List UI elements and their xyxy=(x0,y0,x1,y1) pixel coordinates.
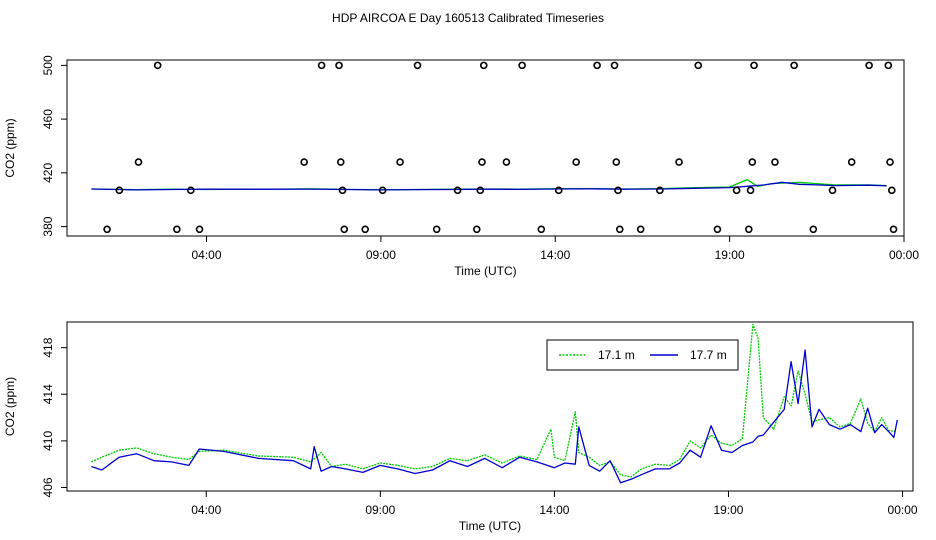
calibration-point xyxy=(336,158,345,166)
y-tick-label: 410 xyxy=(41,431,55,451)
calibration-point xyxy=(537,225,546,234)
calibration-point xyxy=(828,186,837,195)
calibration-point xyxy=(675,158,683,166)
x-tick-label: 04:00 xyxy=(191,503,221,517)
calibration-point xyxy=(865,61,873,70)
x-tick-label: 04:00 xyxy=(191,248,221,262)
legend: 17.1 m 17.7 m xyxy=(546,339,739,371)
x-axis-label-top: Time (UTC) xyxy=(454,264,516,278)
x-tick-label: 00:00 xyxy=(889,248,919,262)
calibration-point xyxy=(610,61,619,70)
panel-bottom: 04:00 09:00 14:00 19:00 00:00 406 410 414 418 T… xyxy=(3,321,918,533)
calibration-point xyxy=(173,225,181,234)
y-axis-label-top: CO2 (ppm) xyxy=(3,118,17,177)
x-axis-label-bottom: Time (UTC) xyxy=(459,519,521,533)
panel-top: 04:00 09:00 14:00 19:00 00:00 380 420 460 500 T… xyxy=(3,55,919,278)
legend-label-17-1m: 17.1 m xyxy=(598,348,635,362)
calibration-point xyxy=(195,225,204,234)
x-tick-label: 09:00 xyxy=(365,503,395,517)
y-tick-label: 406 xyxy=(41,477,55,497)
series-line-17-7-m xyxy=(91,181,887,191)
series-lines-top xyxy=(91,178,887,191)
calibration-point xyxy=(478,158,486,166)
calibration-point xyxy=(432,225,441,234)
y-tick-label: 420 xyxy=(41,163,55,183)
calibration-point xyxy=(614,186,622,195)
calibration-points xyxy=(103,61,898,234)
calibration-point xyxy=(694,61,703,70)
calibration-point xyxy=(656,186,664,195)
calibration-point xyxy=(745,225,753,234)
calibration-point xyxy=(746,186,755,195)
calibration-point xyxy=(300,158,308,166)
calibration-point xyxy=(187,186,195,195)
legend-box xyxy=(546,339,739,371)
calibration-point xyxy=(396,158,404,166)
x-tick-label: 09:00 xyxy=(366,248,396,262)
calibration-point xyxy=(361,225,369,234)
calibration-point xyxy=(593,61,601,70)
calibration-point xyxy=(612,158,621,166)
calibration-point xyxy=(554,186,563,195)
calibration-point xyxy=(340,225,349,234)
y-tick-label: 380 xyxy=(41,216,55,236)
y-axis-bottom: 406 410 414 418 xyxy=(41,337,67,498)
calibration-point xyxy=(750,61,758,70)
calibration-point xyxy=(886,158,894,166)
y-axis-top: 380 420 460 500 xyxy=(41,55,67,237)
y-tick-label: 460 xyxy=(41,109,55,129)
calibration-point xyxy=(103,225,111,234)
calibration-point xyxy=(748,158,757,166)
calibration-point xyxy=(378,186,387,195)
chart-title: HDP AIRCOA E Day 160513 Calibrated Times… xyxy=(332,11,604,25)
y-tick-label: 500 xyxy=(41,55,55,75)
x-tick-label: 19:00 xyxy=(713,503,743,517)
calibration-point xyxy=(713,225,722,234)
calibration-point xyxy=(153,61,162,70)
calibration-point xyxy=(847,158,856,166)
calibration-point xyxy=(453,186,462,195)
calibration-point xyxy=(479,61,488,70)
calibration-point xyxy=(476,186,485,195)
y-tick-label: 418 xyxy=(41,337,55,357)
y-axis-label-bottom: CO2 (ppm) xyxy=(3,377,17,436)
calibration-point xyxy=(884,61,893,70)
x-tick-label: 14:00 xyxy=(539,503,569,517)
x-axis-bottom: 04:00 09:00 14:00 19:00 00:00 xyxy=(191,491,918,517)
plot-frame-top xyxy=(66,59,905,237)
calibration-point xyxy=(472,225,481,234)
series-line-17-1-m xyxy=(91,323,896,478)
series-lines-bottom xyxy=(91,323,898,484)
calibration-point xyxy=(134,158,143,166)
calibration-point xyxy=(889,225,898,234)
legend-label-17-7m: 17.7 m xyxy=(690,348,727,362)
x-axis-top: 04:00 09:00 14:00 19:00 00:00 xyxy=(191,236,919,262)
x-tick-label: 19:00 xyxy=(715,248,745,262)
plot-frame-bottom xyxy=(66,321,914,492)
calibration-point xyxy=(771,158,779,166)
calibration-point xyxy=(790,61,798,70)
y-tick-label: 414 xyxy=(41,384,55,404)
calibration-point xyxy=(317,61,326,70)
calibration-point xyxy=(636,225,645,234)
calibration-point xyxy=(572,158,580,166)
calibration-point xyxy=(887,186,896,195)
series-line-17-7-m xyxy=(91,349,898,484)
calibration-point xyxy=(502,158,511,166)
calibration-point xyxy=(335,61,343,70)
x-tick-label: 14:00 xyxy=(540,248,570,262)
calibration-point xyxy=(518,61,526,70)
calibration-point xyxy=(413,61,422,70)
calibration-point xyxy=(615,225,624,234)
calibration-point xyxy=(338,186,347,195)
calibration-point xyxy=(809,225,818,234)
calibration-point xyxy=(115,186,124,195)
x-tick-label: 00:00 xyxy=(888,503,918,517)
calibration-point xyxy=(732,186,741,195)
